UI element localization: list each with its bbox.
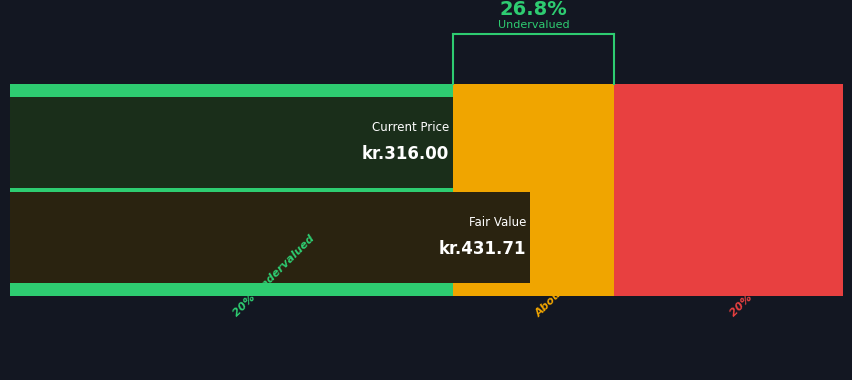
Text: About Right: About Right	[532, 258, 593, 319]
Bar	[10, 192, 530, 283]
Text: 20% Undervalued: 20% Undervalued	[232, 234, 316, 319]
Text: Fair Value: Fair Value	[468, 216, 526, 229]
Text: 20% Overvalued: 20% Overvalued	[728, 239, 807, 319]
Text: kr.316.00: kr.316.00	[361, 145, 448, 163]
Bar	[10, 84, 452, 296]
Text: Current Price: Current Price	[371, 121, 448, 134]
Bar	[10, 97, 452, 188]
Text: Undervalued: Undervalued	[497, 20, 568, 30]
Bar	[613, 84, 842, 296]
Bar	[452, 84, 613, 296]
Text: kr.431.71: kr.431.71	[438, 240, 526, 258]
Text: 26.8%: 26.8%	[499, 0, 567, 19]
